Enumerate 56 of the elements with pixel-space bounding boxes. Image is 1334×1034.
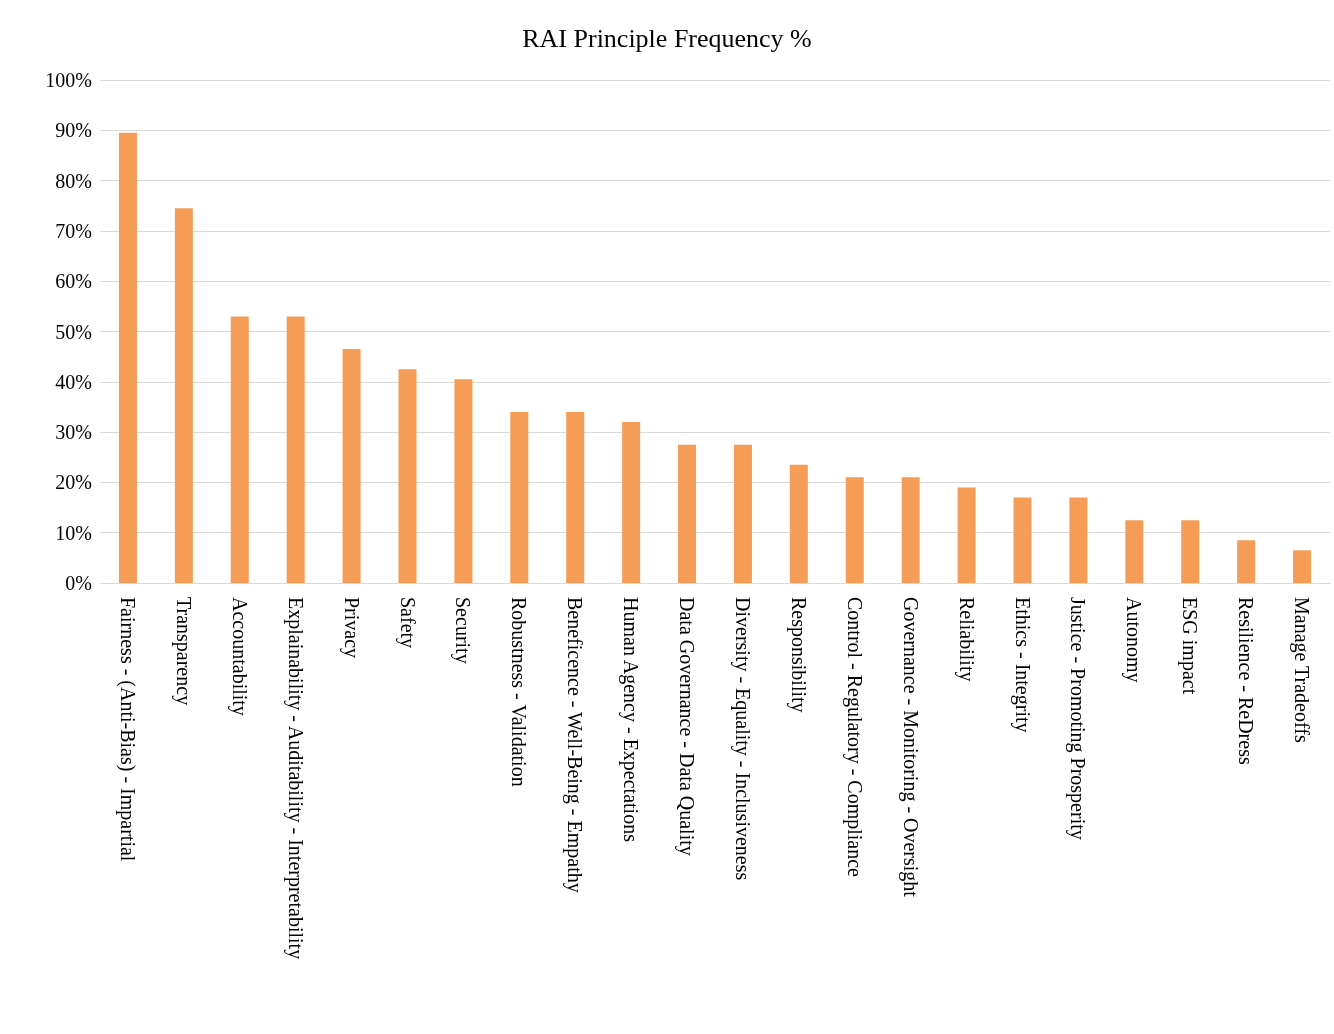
bar xyxy=(454,379,473,583)
x-tick-label: Diversity - Equality - Inclusiveness xyxy=(730,597,754,881)
y-tick-label: 30% xyxy=(55,421,92,444)
bar xyxy=(342,349,361,583)
chart-title: RAI Principle Frequency % xyxy=(522,23,812,53)
bar xyxy=(733,444,752,583)
x-tick-label: Human Agency - Expectations xyxy=(619,597,643,843)
x-tick-label: Privacy xyxy=(339,597,363,659)
y-tick-label: 80% xyxy=(55,169,92,192)
x-tick-label: Control - Regulatory - Compliance xyxy=(842,597,866,878)
y-tick-label: 60% xyxy=(55,270,92,293)
bar xyxy=(230,316,249,583)
bar xyxy=(1237,540,1256,583)
y-tick-label: 40% xyxy=(55,370,92,393)
y-tick-label: 10% xyxy=(55,521,92,544)
bar xyxy=(286,316,305,583)
x-tick-label: Manage Tradeoffs xyxy=(1290,597,1314,743)
x-tick-label: Responsibility xyxy=(786,597,810,713)
y-tick-label: 50% xyxy=(55,320,92,343)
x-tick-label: Autonomy xyxy=(1122,597,1146,683)
x-tick-label: Governance - Monitoring - Oversight xyxy=(898,597,922,898)
bar xyxy=(398,369,417,583)
x-tick-label: Beneficence - Well-Being - Empathy xyxy=(563,597,587,893)
bar xyxy=(1013,497,1032,583)
y-tick-label: 100% xyxy=(45,69,92,91)
x-tick-label: Transparency xyxy=(171,597,195,706)
bar xyxy=(566,411,585,583)
bar xyxy=(118,132,137,583)
x-tick-label: Reliability xyxy=(954,597,978,682)
y-tick-label: 0% xyxy=(65,572,92,594)
bar xyxy=(510,411,529,583)
x-tick-label: Ethics - Integrity xyxy=(1010,597,1034,733)
x-tick-label: Data Governance - Data Quality xyxy=(675,597,699,856)
x-tick-label: Fairness - (Anti-Bias) - Impartial xyxy=(115,597,139,862)
x-tick-label: Safety xyxy=(395,597,419,649)
x-tick-label: Accountability xyxy=(227,597,251,716)
bar xyxy=(1069,497,1088,583)
y-tick-label: 20% xyxy=(55,471,92,494)
y-tick-label: 70% xyxy=(55,219,92,242)
x-tick-label: Security xyxy=(451,597,475,664)
bar xyxy=(678,444,697,583)
x-tick-label: ESG impact xyxy=(1178,597,1202,695)
bar xyxy=(1293,550,1312,583)
bar xyxy=(957,487,976,583)
x-tick-label: Resilience - ReDress xyxy=(1235,597,1258,765)
bar xyxy=(174,208,193,583)
x-tick-label: Robustness - Validation xyxy=(508,597,531,787)
bar xyxy=(845,477,864,583)
bar xyxy=(789,464,808,583)
y-tick-label: 90% xyxy=(55,119,92,142)
bar xyxy=(1125,520,1144,583)
x-tick-label: Explainability - Auditability - Interpretability xyxy=(283,597,307,960)
bar xyxy=(901,477,920,583)
x-tick-label: Justice - Promoting Prosperity xyxy=(1066,597,1090,840)
bar xyxy=(1181,520,1200,583)
bar xyxy=(622,422,641,583)
